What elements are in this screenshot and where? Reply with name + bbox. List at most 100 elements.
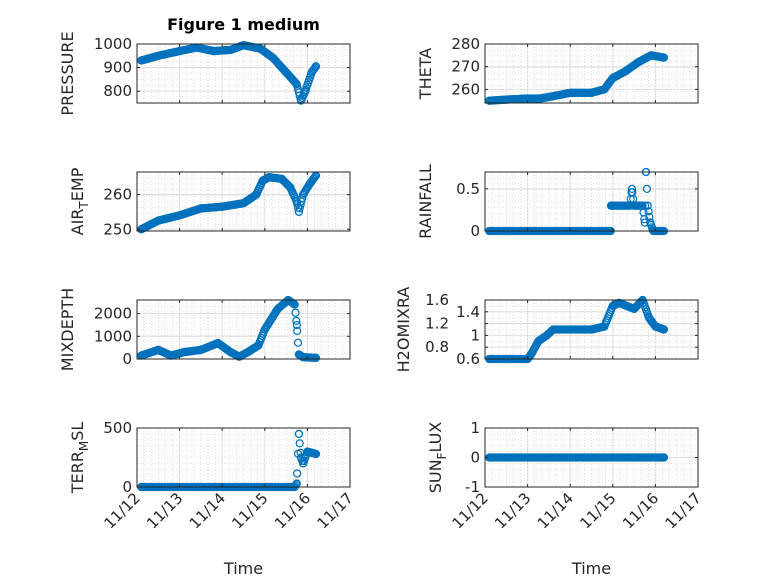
subplot-h2omixra: 0.6 0.8 1 1.2 1.4 1.6 H2OMIXRA bbox=[394, 287, 699, 372]
x-axis-label: Time bbox=[223, 559, 263, 578]
data-point bbox=[608, 73, 617, 83]
data-point bbox=[291, 308, 300, 317]
data-point bbox=[311, 172, 320, 181]
data-point bbox=[629, 201, 639, 210]
y-tick-label: 0 bbox=[122, 478, 132, 496]
x-axis-label: Time bbox=[571, 559, 611, 578]
axes-box bbox=[484, 43, 699, 104]
y-tick-label: 1.6 bbox=[425, 291, 449, 309]
data-point bbox=[587, 88, 596, 97]
y-tick-label: 250 bbox=[103, 220, 132, 238]
data-point bbox=[642, 53, 652, 62]
data-point bbox=[587, 325, 596, 334]
x-tick-label: 11/13 bbox=[143, 489, 186, 532]
y-axis-label: RAINFALL bbox=[416, 164, 435, 239]
axes-box bbox=[136, 171, 351, 232]
y-tick-label: 2000 bbox=[94, 305, 132, 323]
y-tick-label: 0 bbox=[470, 449, 480, 467]
axes-box bbox=[484, 299, 699, 360]
data-point bbox=[295, 439, 304, 448]
y-axis-label: THETA bbox=[416, 48, 435, 100]
y-tick-label: 260 bbox=[451, 80, 480, 98]
data-point bbox=[226, 348, 235, 357]
data-point bbox=[606, 201, 616, 210]
y-tick-label: 1.4 bbox=[456, 303, 480, 321]
data-point bbox=[644, 207, 653, 216]
data-point bbox=[175, 211, 184, 220]
data-point bbox=[646, 51, 656, 60]
data-point bbox=[549, 92, 558, 101]
data-point bbox=[534, 337, 543, 346]
data-point bbox=[252, 190, 261, 199]
plot-area bbox=[485, 172, 698, 231]
data-point bbox=[235, 352, 244, 361]
data-point bbox=[175, 46, 184, 56]
data-point bbox=[659, 53, 669, 62]
data-point bbox=[209, 46, 218, 56]
y-tick-label: 500 bbox=[103, 419, 132, 437]
data-point bbox=[651, 322, 660, 331]
x-tick-label: 11/15 bbox=[576, 489, 619, 532]
data-point bbox=[260, 325, 269, 334]
chart-title: Figure 1 medium bbox=[167, 15, 320, 34]
data-point bbox=[542, 331, 551, 340]
data-point bbox=[269, 54, 278, 63]
data-point bbox=[642, 184, 652, 193]
data-point bbox=[292, 320, 301, 330]
data-point bbox=[303, 447, 312, 456]
data-point bbox=[600, 322, 609, 331]
data-point bbox=[644, 313, 654, 322]
data-point bbox=[536, 94, 545, 103]
data-point bbox=[615, 298, 624, 307]
data-point bbox=[154, 51, 163, 60]
subplot-mixdepth: 0 1000 2000 MIXDEPTH bbox=[58, 288, 351, 371]
y-tick-label: 0 bbox=[470, 222, 480, 240]
data-point bbox=[239, 41, 248, 50]
data-point bbox=[292, 79, 301, 89]
subplot-sun-flux: 11/12 11/13 11/14 11/15 11/16 11/17-101SUNFLU… bbox=[426, 419, 705, 578]
data-point bbox=[196, 204, 205, 213]
data-point bbox=[640, 215, 649, 224]
data-point bbox=[273, 305, 282, 314]
subplot-air-temp: 250 260 AIRTEMP bbox=[68, 167, 351, 238]
y-axis-label: TERRMSL bbox=[68, 422, 91, 495]
data-point bbox=[290, 300, 299, 309]
y-tick-label: 1000 bbox=[94, 35, 132, 53]
data-point bbox=[293, 338, 303, 347]
data-point bbox=[638, 201, 647, 210]
y-tick-label: 0.5 bbox=[456, 180, 480, 198]
y-axis-label: SUNFLUX bbox=[426, 422, 449, 494]
data-point bbox=[311, 353, 320, 362]
subplot-rainfall: 0 0.5 RAINFALL bbox=[416, 164, 699, 240]
data-point bbox=[307, 68, 316, 77]
data-point bbox=[293, 326, 302, 335]
y-tick-label: 280 bbox=[451, 35, 480, 53]
data-point bbox=[243, 348, 252, 357]
x-tick-label: 11/15 bbox=[228, 489, 271, 532]
data-point bbox=[659, 325, 669, 334]
data-point bbox=[294, 429, 303, 438]
y-tick-label: 0.8 bbox=[425, 338, 449, 356]
data-point bbox=[179, 348, 188, 357]
data-point bbox=[549, 325, 558, 334]
data-point bbox=[311, 62, 320, 71]
data-point bbox=[293, 469, 302, 478]
data-point bbox=[154, 345, 163, 354]
y-tick-label: -1 bbox=[465, 478, 480, 496]
data-point bbox=[299, 459, 308, 468]
data-point bbox=[226, 45, 235, 55]
y-tick-label: 1 bbox=[470, 326, 480, 344]
data-point bbox=[527, 349, 537, 358]
data-point bbox=[277, 174, 286, 183]
data-point bbox=[301, 87, 310, 96]
data-point bbox=[625, 201, 634, 210]
data-point bbox=[292, 316, 301, 325]
data-point bbox=[294, 350, 303, 359]
data-point bbox=[137, 56, 146, 65]
plot-area bbox=[137, 428, 350, 487]
data-point bbox=[305, 180, 314, 189]
subplot-terr-msl: 11/12 11/13 11/14 11/15 11/16 11/170500TERRMS… bbox=[68, 419, 357, 578]
subplot-pressure: 800 900 1000 PRESSURE Figure 1 medium bbox=[58, 15, 351, 116]
y-tick-label: 900 bbox=[103, 59, 132, 77]
data-point bbox=[213, 339, 222, 348]
